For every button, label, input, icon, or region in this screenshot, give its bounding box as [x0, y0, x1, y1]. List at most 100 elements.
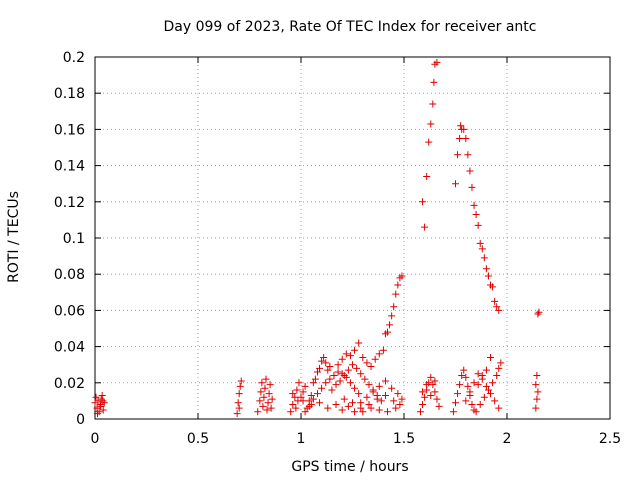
- data-point: [427, 120, 435, 128]
- data-point: [464, 382, 472, 390]
- data-point: [430, 78, 438, 86]
- data-point: [381, 377, 389, 385]
- data-point: [495, 364, 503, 372]
- data-point: [262, 375, 270, 383]
- data-point: [474, 381, 482, 389]
- data-point: [344, 366, 352, 374]
- data-point: [454, 151, 462, 159]
- data-point: [468, 183, 476, 191]
- data-point: [533, 372, 541, 380]
- data-point: [375, 382, 383, 390]
- data-point: [466, 167, 474, 175]
- data-point: [318, 384, 326, 392]
- data-point: [470, 379, 478, 387]
- data-point: [338, 355, 346, 363]
- data-point: [313, 368, 321, 376]
- data-point: [98, 391, 106, 399]
- x-tick-label: 0: [91, 431, 100, 447]
- data-point: [99, 406, 107, 414]
- data-point: [287, 408, 295, 416]
- data-point: [394, 281, 402, 289]
- data-point: [338, 406, 346, 414]
- y-tick-label: 0.02: [54, 376, 85, 392]
- data-point: [487, 353, 495, 361]
- data-point: [456, 381, 464, 389]
- data-point: [330, 372, 338, 380]
- data-point: [433, 395, 441, 403]
- data-point: [452, 399, 459, 407]
- data-point: [365, 401, 373, 409]
- y-tick-label: 0.04: [54, 340, 85, 356]
- data-point: [462, 134, 470, 142]
- y-tick-label: 0.14: [54, 159, 85, 175]
- data-point: [495, 404, 503, 412]
- data-point: [97, 402, 105, 410]
- grid-layer: [95, 57, 610, 419]
- data-point: [351, 408, 359, 416]
- data-point: [261, 384, 269, 392]
- data-point: [328, 386, 336, 394]
- data-point: [431, 388, 439, 396]
- data-point: [359, 408, 367, 416]
- data-point: [371, 355, 379, 363]
- data-point: [460, 366, 468, 374]
- data-point: [384, 328, 392, 336]
- data-point: [392, 404, 400, 412]
- data-point: [493, 372, 501, 380]
- data-point: [493, 303, 501, 311]
- y-tick-label: 0.12: [54, 195, 85, 211]
- data-point: [535, 308, 543, 316]
- data-point: [324, 404, 332, 412]
- data-point: [355, 339, 363, 347]
- data-point: [291, 393, 299, 401]
- data-point: [394, 390, 402, 398]
- data-point: [93, 410, 101, 418]
- data-point: [423, 381, 431, 389]
- data-points: [91, 58, 543, 418]
- data-point: [425, 138, 433, 146]
- data-point: [346, 352, 354, 360]
- data-point: [233, 410, 241, 418]
- data-point: [97, 395, 105, 403]
- data-point: [388, 312, 396, 320]
- data-point: [381, 391, 389, 399]
- data-point: [357, 399, 365, 407]
- data-point: [311, 375, 319, 383]
- data-point: [369, 388, 377, 396]
- y-tick-label: 0: [76, 412, 85, 428]
- data-point: [99, 397, 107, 405]
- data-point: [359, 353, 367, 361]
- data-point: [292, 404, 300, 412]
- data-point: [419, 198, 427, 206]
- data-point: [301, 408, 309, 416]
- data-point: [96, 401, 104, 409]
- data-point: [398, 395, 406, 403]
- x-tick-label: 2.5: [599, 431, 621, 447]
- data-point: [357, 370, 365, 378]
- data-point: [334, 361, 342, 369]
- data-point: [491, 297, 499, 305]
- x-tick-label: 1.5: [393, 431, 415, 447]
- x-tick-label: 1: [297, 431, 306, 447]
- data-point: [313, 390, 321, 398]
- data-point: [470, 201, 478, 209]
- data-point: [462, 397, 470, 405]
- data-point: [256, 397, 264, 405]
- data-point: [449, 408, 457, 416]
- x-axis-label: GPS time / hours: [291, 459, 408, 475]
- data-point: [384, 408, 392, 416]
- data-point: [386, 321, 394, 329]
- data-point: [309, 395, 317, 403]
- data-point: [322, 359, 330, 367]
- data-point: [326, 375, 334, 383]
- y-tick-label: 0.08: [54, 267, 85, 283]
- data-point: [429, 381, 437, 389]
- data-point: [351, 384, 359, 392]
- data-point: [460, 125, 468, 133]
- data-point: [344, 402, 352, 410]
- data-point: [390, 397, 398, 405]
- data-point: [474, 221, 482, 229]
- data-point: [474, 370, 482, 378]
- data-point: [435, 402, 443, 410]
